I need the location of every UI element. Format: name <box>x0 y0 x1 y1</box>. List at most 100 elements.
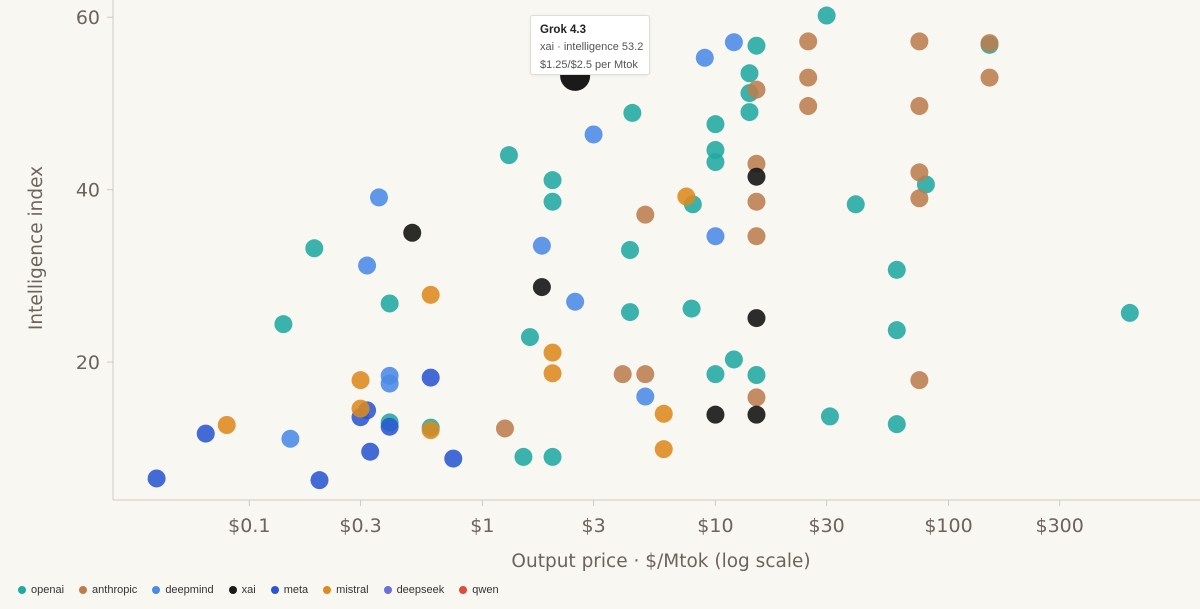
point-openai[interactable] <box>740 64 759 83</box>
point-deepmind[interactable] <box>695 48 714 67</box>
point-mistral[interactable] <box>351 371 370 390</box>
point-openai[interactable] <box>621 303 640 322</box>
point-deepmind[interactable] <box>724 33 743 52</box>
point-openai[interactable] <box>682 299 701 318</box>
legend-label: deepseek <box>396 584 445 596</box>
point-deepmind[interactable] <box>532 236 551 255</box>
point-deepmind[interactable] <box>566 292 585 311</box>
point-mistral[interactable] <box>217 416 236 434</box>
point-xai[interactable] <box>403 223 422 242</box>
y-axis-title: Intelligence index <box>26 166 47 330</box>
point-openai[interactable] <box>543 192 562 211</box>
point-deepmind[interactable] <box>584 125 603 144</box>
point-openai[interactable] <box>623 103 642 122</box>
point-openai[interactable] <box>820 407 839 426</box>
point-openai[interactable] <box>747 36 766 55</box>
point-mistral[interactable] <box>677 187 696 206</box>
point-openai[interactable] <box>543 447 562 466</box>
point-meta[interactable] <box>147 469 166 488</box>
point-openai[interactable] <box>1120 303 1139 322</box>
point-anthropic[interactable] <box>747 388 766 407</box>
x-tick-label: $3 <box>581 515 605 537</box>
point-openai[interactable] <box>706 365 725 384</box>
point-anthropic[interactable] <box>747 227 766 246</box>
point-anthropic[interactable] <box>910 189 929 208</box>
point-xai[interactable] <box>532 278 551 297</box>
point-meta[interactable] <box>361 442 380 461</box>
legend-item-deepseek[interactable]: deepseek <box>383 584 445 596</box>
point-openai[interactable] <box>887 415 906 434</box>
point-openai[interactable] <box>514 447 533 466</box>
legend-swatch <box>323 586 332 594</box>
point-xai[interactable] <box>747 405 766 424</box>
point-anthropic[interactable] <box>980 34 999 53</box>
point-openai[interactable] <box>543 171 562 190</box>
point-meta[interactable] <box>310 471 329 490</box>
legend-item-meta[interactable]: meta <box>270 584 309 596</box>
point-anthropic[interactable] <box>910 163 929 182</box>
point-mistral[interactable] <box>543 364 562 383</box>
legend-item-qwen[interactable]: qwen <box>459 584 499 596</box>
point-openai[interactable] <box>706 153 725 172</box>
point-openai[interactable] <box>380 294 399 313</box>
legend-item-deepmind[interactable]: deepmind <box>152 584 214 596</box>
point-openai[interactable] <box>817 6 836 25</box>
point-openai[interactable] <box>887 260 906 279</box>
point-deepmind[interactable] <box>369 188 388 207</box>
legend-swatch <box>459 586 468 594</box>
point-mistral[interactable] <box>654 440 673 459</box>
y-tick-label: 60 <box>76 7 100 29</box>
point-anthropic[interactable] <box>495 419 514 438</box>
point-mistral[interactable] <box>654 404 673 423</box>
legend-item-anthropic[interactable]: anthropic <box>79 584 137 596</box>
point-openai[interactable] <box>887 321 906 340</box>
point-anthropic[interactable] <box>910 371 929 390</box>
point-meta[interactable] <box>380 417 399 436</box>
legend-label: meta <box>283 584 309 596</box>
point-openai[interactable] <box>724 350 743 369</box>
point-anthropic[interactable] <box>799 97 818 116</box>
point-openai[interactable] <box>706 115 725 134</box>
point-openai[interactable] <box>740 103 759 122</box>
point-meta[interactable] <box>444 449 463 468</box>
point-deepmind[interactable] <box>281 429 300 448</box>
legend-item-mistral[interactable]: mistral <box>323 584 369 596</box>
point-xai[interactable] <box>747 167 766 186</box>
point-openai[interactable] <box>274 315 293 334</box>
point-anthropic[interactable] <box>747 192 766 211</box>
point-mistral[interactable] <box>543 343 562 362</box>
legend-item-openai[interactable]: openai <box>18 584 64 596</box>
point-mistral[interactable] <box>421 285 440 304</box>
point-openai[interactable] <box>846 195 865 214</box>
x-tick-label: $300 <box>1036 515 1084 537</box>
point-openai[interactable] <box>747 366 766 384</box>
point-anthropic[interactable] <box>799 32 818 51</box>
legend-label: anthropic <box>92 584 138 596</box>
point-xai[interactable] <box>747 309 766 328</box>
point-openai[interactable] <box>520 328 539 347</box>
point-deepmind[interactable] <box>636 387 655 406</box>
legend-item-xai[interactable]: xai <box>228 584 256 596</box>
point-mistral[interactable] <box>421 421 440 440</box>
point-openai[interactable] <box>499 146 518 165</box>
point-xai[interactable] <box>706 405 725 424</box>
point-anthropic[interactable] <box>636 365 655 384</box>
x-axis-title: Output price · $/Mtok (log scale) <box>511 551 810 572</box>
x-tick-label: $0.3 <box>339 515 381 537</box>
point-openai[interactable] <box>305 239 324 258</box>
point-anthropic[interactable] <box>747 80 766 99</box>
point-deepmind[interactable] <box>706 227 725 246</box>
point-openai[interactable] <box>621 241 640 259</box>
point-anthropic[interactable] <box>747 154 766 173</box>
point-deepmind[interactable] <box>380 374 399 393</box>
point-deepmind[interactable] <box>358 256 377 275</box>
point-mistral[interactable] <box>351 399 370 418</box>
point-meta[interactable] <box>196 424 215 443</box>
point-anthropic[interactable] <box>799 68 818 87</box>
point-meta[interactable] <box>421 368 440 387</box>
point-anthropic[interactable] <box>613 365 632 384</box>
point-anthropic[interactable] <box>636 205 655 224</box>
point-anthropic[interactable] <box>910 97 929 116</box>
point-anthropic[interactable] <box>980 68 999 87</box>
point-anthropic[interactable] <box>910 32 929 51</box>
